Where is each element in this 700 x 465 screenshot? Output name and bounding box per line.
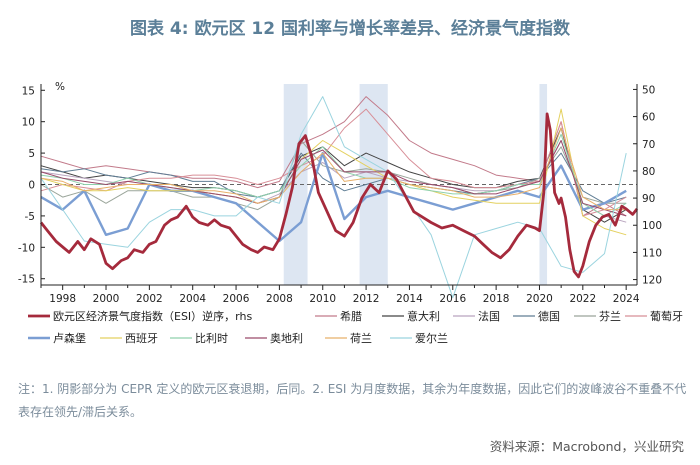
x-tick-label: 2006 [223, 293, 250, 305]
y-left-tick-label: -10 [18, 242, 35, 254]
figure-label: 图表 4: [130, 19, 189, 39]
x-tick-label: 2022 [569, 293, 596, 305]
x-tick-label: 2020 [526, 293, 553, 305]
left-unit-label: % [55, 81, 65, 93]
y-left-tick-label: 10 [22, 117, 35, 129]
series-line-4 [40, 140, 627, 211]
x-tick-label: 2004 [179, 293, 206, 305]
legend-label: 葡萄牙 [650, 310, 683, 323]
y-right-tick-label: 80 [642, 166, 655, 178]
x-tick-label: 2000 [93, 293, 120, 305]
legend-label: 希腊 [340, 309, 362, 323]
chart-title: 图表 4: 欧元区 12 国利率与增长率差异、经济景气度指数 [0, 14, 700, 39]
y-left-tick-label: -5 [25, 211, 35, 223]
legend-label: 荷兰 [350, 332, 372, 345]
legend-label: 法国 [478, 309, 500, 323]
legend-label: 卢森堡 [53, 331, 86, 345]
legend-label: 欧元区经济景气度指数（ESI）逆序，rhs [53, 309, 252, 323]
legend-label: 德国 [538, 309, 560, 323]
series-line-10 [40, 127, 627, 211]
series-line-9 [40, 140, 627, 217]
y-right-tick-label: 50 [642, 84, 655, 96]
series-line-7 [40, 108, 627, 236]
x-tick-label: 2002 [136, 293, 163, 305]
x-tick-label: 2012 [353, 293, 380, 305]
x-tick-label: 2010 [309, 293, 336, 305]
x-tick-label: 2014 [396, 293, 423, 305]
y-left-tick-label: -15 [18, 274, 35, 286]
x-tick-label: 1998 [49, 293, 76, 305]
x-tick-label: 2018 [483, 293, 510, 305]
legend-label: 爱尔兰 [415, 332, 448, 345]
legend-label: 芬兰 [599, 310, 621, 323]
source-attribution: 资料来源：Macrobond，兴业研究 [489, 439, 684, 454]
x-tick-label: 2024 [613, 293, 640, 305]
y-right-tick-label: 90 [642, 193, 655, 205]
esi-line [39, 112, 639, 279]
y-right-tick-label: 60 [642, 112, 655, 124]
series-line-6 [40, 151, 627, 243]
y-left-tick-label: 0 [28, 180, 35, 192]
y-right-tick-label: 70 [642, 139, 655, 151]
x-tick-label: 2008 [266, 293, 293, 305]
x-tick-label: 2016 [439, 293, 466, 305]
chart-note: 注：1. 阴影部分为 CEPR 定义的欧元区衰退期，后同。2. ESI 为月度数… [18, 382, 687, 419]
legend-label: 奥地利 [270, 331, 303, 345]
y-right-tick-label: 120 [642, 275, 662, 287]
legend-label: 比利时 [195, 332, 228, 345]
y-left-tick-label: 15 [22, 85, 35, 97]
legend-label: 意大利 [407, 309, 440, 323]
series-lines [39, 96, 639, 299]
y-right-tick-label: 110 [642, 247, 662, 259]
y-right-tick-label: 100 [642, 220, 662, 232]
figure-title: 欧元区 12 国利率与增长率差异、经济景气度指数 [194, 19, 570, 39]
legend-label: 西班牙 [125, 332, 158, 345]
series-line-5 [40, 108, 627, 217]
y-left-tick-label: 5 [28, 148, 35, 160]
